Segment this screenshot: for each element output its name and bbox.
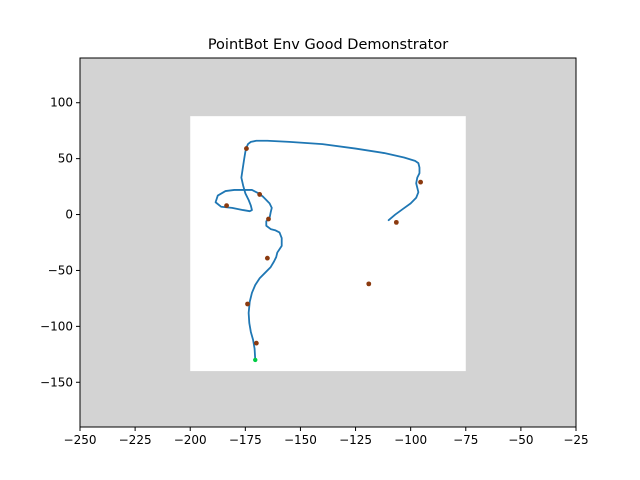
waypoint-marker (418, 179, 423, 185)
x-tick-label: −225 (119, 433, 152, 447)
points-layer (224, 146, 423, 363)
x-tick-label: −50 (508, 433, 533, 447)
waypoint-marker (264, 255, 270, 261)
axes-layer: −250 −225 −200 −175 −150 −125 −100 −75 −50 −25 −15… (40, 57, 589, 447)
y-tick-label: 0 (65, 208, 73, 222)
y-tick-label: −150 (40, 375, 73, 389)
y-tick-label: −50 (48, 263, 73, 277)
x-tick-label: −200 (174, 433, 207, 447)
y-tick-label: 50 (58, 152, 73, 166)
waypoint-marker (393, 219, 399, 225)
y-tick-label: −100 (40, 319, 73, 333)
waypoint-marker (257, 192, 263, 197)
x-tick-label: −125 (339, 433, 372, 447)
x-tick-label: −250 (64, 433, 97, 447)
trajectory-line-0 (214, 139, 421, 361)
start-point-marker (253, 357, 258, 363)
waypoint-marker (224, 203, 229, 209)
x-tick-label: −100 (394, 433, 427, 447)
y-tick-label: 100 (50, 96, 73, 110)
chart-title: PointBot Env Good Demonstrator (208, 37, 448, 53)
x-tick-label: −150 (284, 433, 317, 447)
plot-frame (79, 57, 577, 428)
free-region (190, 116, 466, 372)
series-layer (214, 139, 421, 361)
waypoint-marker (266, 216, 271, 222)
x-tick-label: −25 (563, 433, 588, 447)
waypoint-marker (366, 281, 372, 287)
waypoint-marker (244, 146, 249, 151)
x-tick-label: −75 (453, 433, 478, 447)
waypoint-marker (253, 340, 259, 346)
regions-layer (80, 58, 576, 427)
x-tick-label: −175 (229, 433, 262, 447)
waypoint-marker (245, 301, 250, 307)
